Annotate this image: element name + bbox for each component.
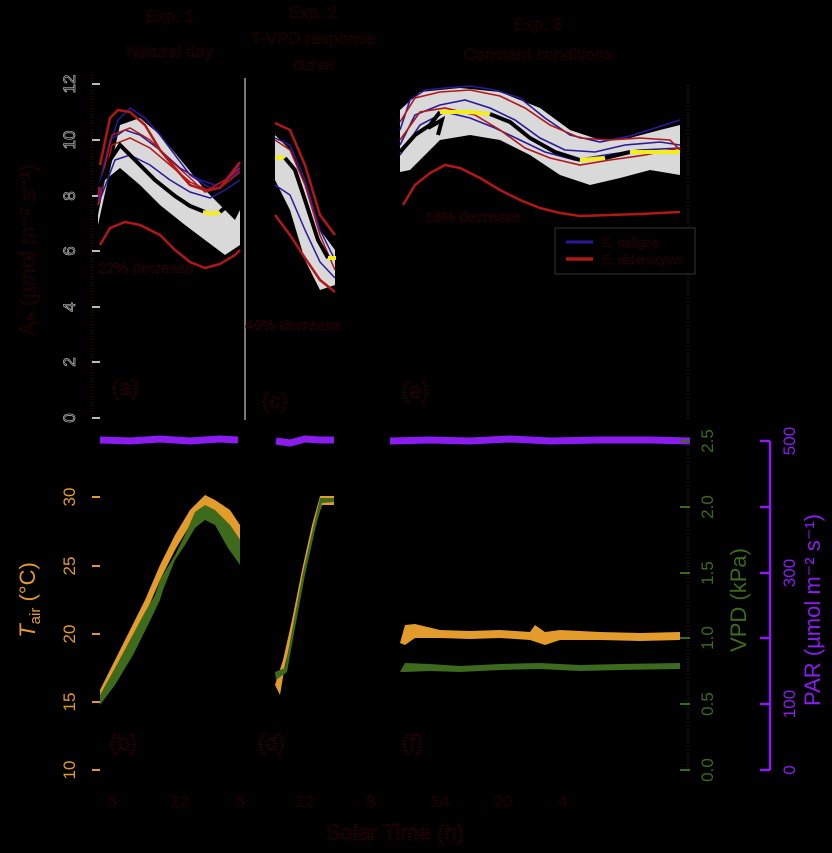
column-titles: Exp. 1 Natural day Exp. 2 T-VPD response… xyxy=(126,3,613,75)
exp1-title-line2: Natural day xyxy=(127,42,214,61)
exp3-title-line1: Exp. 3 xyxy=(514,15,562,34)
exp2-title-line1: Exp. 2 xyxy=(289,3,337,22)
vpd-y-axis: 0.0 0.5 1.0 1.5 2.0 2.5 VPD (kPa) xyxy=(680,429,751,782)
par-tick-300: 300 xyxy=(780,559,799,587)
panel-label-a: (a) xyxy=(112,375,139,400)
xtick-exp1-6: 6 xyxy=(107,792,116,811)
legend: E. saligna E. sideroxylon xyxy=(554,227,696,275)
x-axis: 6 12 6 12 8 14 20 4 Solar Time (h) xyxy=(107,792,568,846)
tair-tick-10: 10 xyxy=(60,761,79,780)
tair-tick-25: 25 xyxy=(60,557,79,576)
tair-axis-label: Tair (°C) xyxy=(15,562,44,638)
vpd-tick-0: 0.0 xyxy=(698,758,717,782)
an-tick-12: 12 xyxy=(60,75,79,94)
exp2-title-line3: curve xyxy=(292,55,334,74)
an-tick-6: 6 xyxy=(60,246,79,255)
xtick-exp1-12: 12 xyxy=(171,792,190,811)
exp2-decrease-annotation: 46% decrease xyxy=(245,317,341,334)
an-tick-10: 10 xyxy=(60,131,79,150)
panel-f: (f) xyxy=(400,624,680,755)
par-tick-0: 0 xyxy=(780,765,799,774)
par-traces xyxy=(99,435,691,447)
exp3-title-line2: Constant conditions xyxy=(463,45,612,64)
xtick-exp3-8: 8 xyxy=(366,792,375,811)
panel-label-d: (d) xyxy=(258,730,285,755)
panel-a: 22% decrease (a) xyxy=(97,107,242,400)
an-y-axis: 0 2 4 6 8 10 12 Aₙ (µmol m⁻² s⁻¹) xyxy=(15,74,100,423)
legend-label-saligna: E. saligna xyxy=(602,235,660,250)
exp3-decrease-annotation: 18% decrease xyxy=(425,209,521,226)
an-tick-4: 4 xyxy=(60,302,79,311)
par-tick-500: 500 xyxy=(780,427,799,455)
panel-c: 46% decrease (c) xyxy=(245,121,341,413)
panel-label-e: (e) xyxy=(402,378,429,403)
tair-tick-20: 20 xyxy=(60,625,79,644)
vpd-tick-1-0: 1.0 xyxy=(698,626,717,650)
xtick-exp2-12: 12 xyxy=(296,792,315,811)
vpd-axis-label: VPD (kPa) xyxy=(726,548,751,652)
par-tick-100: 100 xyxy=(780,690,799,718)
panel-label-b: (b) xyxy=(110,730,137,755)
vpd-tick-1-5: 1.5 xyxy=(698,561,717,585)
panel-e: 18% decrease (e) xyxy=(398,85,689,420)
an-tick-8: 8 xyxy=(60,191,79,200)
x-axis-label: Solar Time (h) xyxy=(326,820,464,845)
tair-tick-15: 15 xyxy=(60,693,79,712)
exp2-title-line2: T-VPD response xyxy=(251,29,376,48)
an-tick-2: 2 xyxy=(60,357,79,366)
an-axis-label: Aₙ (µmol m⁻² s⁻¹) xyxy=(15,164,40,336)
tair-y-axis: 10 15 20 25 30 Tair (°C) xyxy=(15,488,100,780)
xtick-exp3-20: 20 xyxy=(494,792,513,811)
xtick-exp3-14: 14 xyxy=(431,792,450,811)
legend-label-sideroxylon: E. sideroxylon xyxy=(602,252,684,267)
vpd-tick-2-5: 2.5 xyxy=(698,429,717,453)
panel-b: (b) xyxy=(100,495,240,755)
exp1-decrease-annotation: 22% decrease xyxy=(98,260,194,277)
panel-d: (d) xyxy=(258,496,334,755)
par-axis-label: PAR (µmol m⁻² s⁻¹) xyxy=(800,514,825,706)
an-tick-0: 0 xyxy=(60,413,79,422)
tair-tick-30: 30 xyxy=(60,488,79,507)
xtick-exp2-6: 6 xyxy=(235,792,244,811)
par-y-axis: 0 100 300 500 PAR (µmol m⁻² s⁻¹) xyxy=(760,427,825,775)
exp1-title-line1: Exp. 1 xyxy=(146,7,194,26)
panel-label-f: (f) xyxy=(402,730,423,755)
vpd-tick-2-0: 2.0 xyxy=(698,495,717,519)
vpd-tick-0-5: 0.5 xyxy=(698,692,717,716)
xtick-exp3-4: 4 xyxy=(558,792,567,811)
panel-label-c: (c) xyxy=(262,388,288,413)
